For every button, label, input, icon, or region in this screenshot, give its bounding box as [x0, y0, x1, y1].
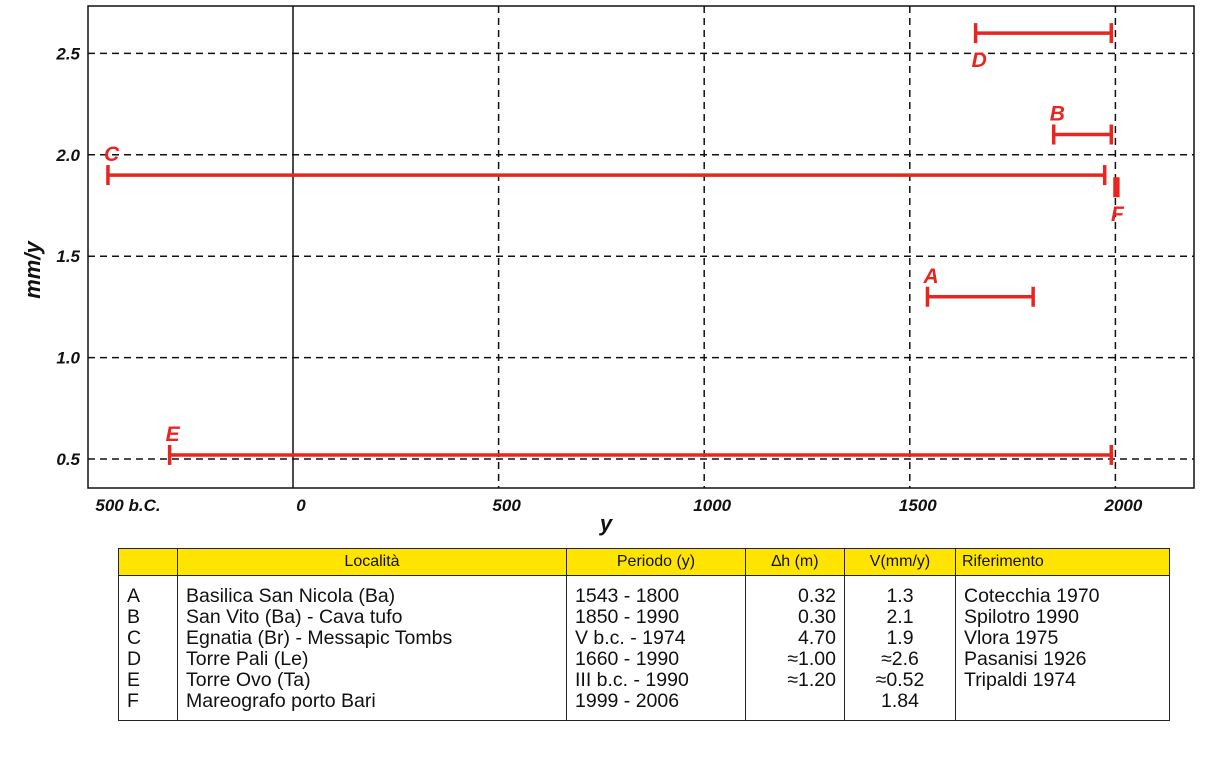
cell-period: 1850 - 1990: [566, 607, 746, 628]
cell-location: Torre Ovo (Ta): [177, 670, 567, 691]
cell-id: A: [118, 575, 178, 607]
cell-id: C: [118, 628, 178, 649]
table-row: F Mareografo porto Bari 1999 - 2006 1.84: [118, 691, 1170, 721]
table-row: C Egnatia (Br) - Messapic Tombs V b.c. -…: [118, 628, 1170, 649]
cell-reference: Spilotro 1990: [955, 607, 1170, 628]
cell-id: E: [118, 670, 178, 691]
cell-id: B: [118, 607, 178, 628]
x-tick-label: 500 b.C.: [95, 496, 160, 515]
range-label: F: [1111, 203, 1125, 226]
header-location: Località: [177, 548, 567, 576]
cell-location: San Vito (Ba) - Cava tufo: [177, 607, 567, 628]
range-label: E: [166, 423, 181, 446]
cell-v: 1.9: [844, 628, 956, 649]
x-tick-label: 0: [296, 496, 306, 515]
cell-location: Mareografo porto Bari: [177, 691, 567, 721]
header-dh: ∆h (m): [745, 548, 845, 576]
header-v: V(mm/y): [844, 548, 956, 576]
cell-dh: 0.32: [745, 575, 845, 607]
x-tick-label: 2000: [1103, 496, 1142, 515]
plot-frame: [87, 5, 1195, 489]
x-axis-title: y: [599, 511, 614, 536]
range-label: B: [1050, 103, 1065, 126]
header-id: [118, 548, 178, 576]
y-tick-label: 2.5: [55, 44, 80, 63]
x-tick-label: 1000: [693, 496, 731, 515]
cell-dh: 0.30: [745, 607, 845, 628]
range-bar-e: E: [166, 423, 1114, 465]
y-tick-label: 1.5: [56, 247, 80, 266]
cell-dh: 4.70: [745, 628, 845, 649]
header-period: Periodo (y): [566, 548, 746, 576]
cell-v: ≈0.52: [844, 670, 956, 691]
y-tick-label: 0.5: [56, 450, 80, 469]
cell-period: 1999 - 2006: [566, 691, 746, 721]
table-row: A Basilica San Nicola (Ba) 1543 - 1800 0…: [118, 575, 1170, 607]
cell-location: Torre Pali (Le): [177, 649, 567, 670]
range-chart: 500 b.C. 0 500 1000 1500 2000 0.5 1.0 1.5 2.0 2.5…: [20, 5, 1195, 536]
y-axis-title: mm/y: [20, 240, 45, 299]
cell-reference: Cotecchia 1970: [955, 575, 1170, 607]
range-bar-c: C: [104, 143, 1107, 186]
header-reference: Riferimento: [955, 548, 1170, 576]
cell-v: 1.84: [844, 691, 956, 721]
range-bar-b: B: [1050, 103, 1114, 145]
cell-id: F: [118, 691, 178, 721]
cell-dh: ≈1.00: [745, 649, 845, 670]
cell-dh: ≈1.20: [745, 670, 845, 691]
legend-table: Località Periodo (y) ∆h (m) V(mm/y) Rife…: [118, 548, 1170, 721]
y-tick-labels: 0.5 1.0 1.5 2.0 2.5: [55, 44, 80, 469]
x-tick-labels: 500 b.C. 0 500 1000 1500 2000: [95, 496, 1142, 515]
cell-dh: [745, 691, 845, 721]
range-bar-a: A: [922, 265, 1035, 307]
cell-reference: Tripaldi 1974: [955, 670, 1170, 691]
table-row: B San Vito (Ba) - Cava tufo 1850 - 1990 …: [118, 607, 1170, 628]
y-tick-label: 2.0: [55, 146, 80, 165]
y-tick-label: 1.0: [56, 349, 80, 368]
x-tick-label: 500: [492, 496, 521, 515]
range-bar-f: F: [1111, 177, 1125, 226]
range-bar-d: D: [972, 23, 1114, 72]
cell-period: 1660 - 1990: [566, 649, 746, 670]
table-header-row: Località Periodo (y) ∆h (m) V(mm/y) Rife…: [118, 548, 1170, 576]
cell-reference: Pasanisi 1926: [955, 649, 1170, 670]
range-label: A: [922, 265, 938, 288]
x-tick-label: 1500: [899, 496, 937, 515]
cell-v: 1.3: [844, 575, 956, 607]
cell-v: 2.1: [844, 607, 956, 628]
table-row: E Torre Ovo (Ta) III b.c. - 1990 ≈1.20 ≈…: [118, 670, 1170, 691]
cell-location: Egnatia (Br) - Messapic Tombs: [177, 628, 567, 649]
range-label: D: [972, 49, 987, 72]
cell-period: III b.c. - 1990: [566, 670, 746, 691]
cell-period: V b.c. - 1974: [566, 628, 746, 649]
range-bars: A B C D E F: [104, 23, 1125, 465]
cell-period: 1543 - 1800: [566, 575, 746, 607]
cell-location: Basilica San Nicola (Ba): [177, 575, 567, 607]
range-label: C: [104, 143, 120, 166]
cell-reference: [955, 691, 1170, 721]
cell-v: ≈2.6: [844, 649, 956, 670]
cell-reference: Vlora 1975: [955, 628, 1170, 649]
grid-lines: [88, 6, 1194, 488]
cell-id: D: [118, 649, 178, 670]
table-row: D Torre Pali (Le) 1660 - 1990 ≈1.00 ≈2.6…: [118, 649, 1170, 670]
